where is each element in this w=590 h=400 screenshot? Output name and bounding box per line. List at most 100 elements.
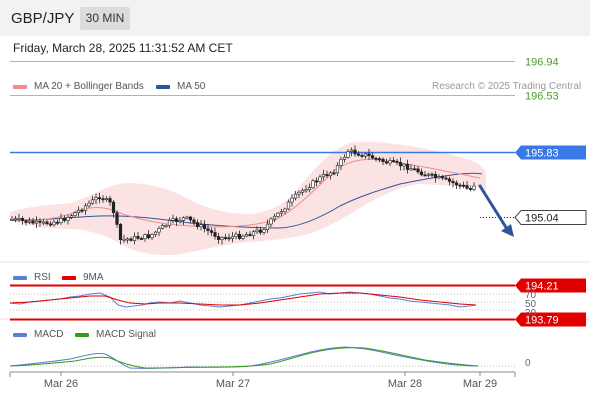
candlesticks (10, 145, 476, 245)
candle (97, 192, 102, 204)
candle (160, 223, 165, 230)
candle (314, 177, 319, 187)
candle (45, 219, 49, 226)
candle (83, 203, 88, 215)
candle (283, 207, 287, 215)
candle (237, 230, 242, 241)
price-tag-pivot: 195.83 (515, 145, 586, 160)
level-label-0: 196.94 (525, 57, 559, 69)
x-tick-mar29: Mar 29 (463, 378, 497, 390)
legend-ma20: MA 20 + Bollinger Bands (13, 81, 144, 92)
legend-9ma-label: 9MA (83, 272, 104, 283)
candle (178, 216, 182, 224)
candle (27, 217, 32, 225)
candle (167, 217, 172, 229)
candle (437, 174, 441, 180)
candle (321, 169, 326, 181)
candle (444, 175, 448, 181)
candle (258, 226, 263, 236)
candle (125, 237, 130, 244)
down-arrow-icon (478, 184, 514, 237)
candle (300, 188, 305, 196)
candle (426, 172, 431, 178)
candle (423, 171, 427, 177)
candle (402, 163, 406, 171)
candle (76, 206, 81, 217)
macd-zero-label: 0 (525, 358, 531, 369)
candle (94, 193, 98, 205)
candle (139, 236, 144, 240)
candle (461, 181, 466, 189)
symbol-title: GBP/JPY (11, 10, 75, 27)
candle (55, 219, 60, 226)
candle (335, 162, 340, 177)
rsi-50-label: 50 (525, 299, 537, 310)
candle (132, 232, 137, 245)
candle (209, 227, 214, 237)
price-tag-text: 193.79 (525, 315, 559, 327)
price-tag-support: 193.79 (515, 312, 586, 327)
candle (297, 190, 301, 199)
candle (143, 233, 147, 242)
candle (363, 152, 368, 159)
candle (185, 215, 189, 220)
candle (276, 212, 280, 218)
candle (24, 219, 28, 226)
candle (318, 174, 322, 184)
candle (216, 232, 221, 244)
candle (311, 178, 315, 190)
candle (356, 151, 361, 157)
candle (304, 184, 308, 193)
rsi-swatch (13, 275, 27, 280)
price-tag-text: 195.83 (525, 148, 559, 160)
candle (412, 165, 417, 171)
candle (104, 196, 109, 202)
candle (122, 234, 126, 243)
candle (388, 157, 392, 166)
timeframe-badge[interactable]: 30 MIN (80, 7, 130, 30)
macd-swatch (13, 332, 27, 337)
candle (262, 227, 266, 235)
candle (342, 154, 347, 163)
rsi-70-label: 70 (525, 290, 537, 301)
candle (255, 226, 259, 234)
candle (227, 233, 231, 242)
ma20-swatch (13, 84, 27, 89)
timestamp: Friday, March 28, 2025 11:31:52 AM CET (13, 41, 233, 55)
ma50-line (9, 172, 483, 229)
candle (195, 219, 200, 230)
candle (157, 226, 161, 237)
candle (66, 214, 70, 225)
price-tag-support: 194.21 (515, 278, 586, 293)
candle (430, 172, 434, 178)
ma20-line (9, 158, 481, 228)
candle (80, 207, 84, 214)
candle (465, 181, 469, 190)
candle (454, 180, 459, 189)
candle (384, 158, 389, 165)
candle (272, 213, 277, 222)
candle (419, 168, 424, 177)
candle (349, 147, 354, 157)
candle (244, 232, 249, 238)
candle (241, 234, 245, 241)
candle (111, 200, 116, 218)
candle (41, 219, 46, 226)
candle (164, 224, 168, 229)
candle (339, 156, 343, 170)
candle (129, 236, 133, 242)
candle (31, 217, 35, 225)
candle (468, 185, 473, 192)
candle (370, 152, 375, 160)
candle (118, 223, 123, 245)
candle (395, 158, 399, 166)
candle (146, 230, 151, 240)
candle (10, 216, 14, 221)
ma9-swatch (62, 275, 76, 280)
candle (17, 213, 21, 222)
candle (447, 176, 452, 186)
legend-rsi-label: RSI (34, 272, 51, 283)
candle (269, 217, 273, 228)
